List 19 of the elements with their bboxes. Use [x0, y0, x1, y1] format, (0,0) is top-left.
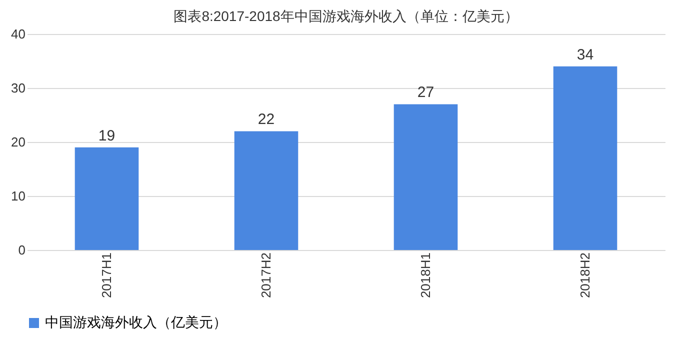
data-label: 19 [98, 127, 116, 144]
x-tick-label: 2017H1 [98, 252, 114, 298]
bar [74, 147, 139, 250]
y-tick-label: 0 [18, 242, 26, 258]
x-tick-label: 2018H1 [418, 252, 433, 298]
data-label: 22 [258, 111, 275, 128]
x-tick-label: 2018H2 [577, 252, 592, 298]
legend-label: 中国游戏海外收入（亿美元） [45, 314, 227, 330]
bar [394, 104, 458, 250]
chart-title: 图表8:2017-2018年中国游戏海外收入（单位：亿美元） [174, 8, 518, 24]
bar [553, 66, 618, 250]
y-tick-label: 40 [11, 26, 26, 42]
bar [234, 131, 298, 250]
x-tick-label: 2017H2 [258, 252, 274, 298]
data-label: 34 [576, 46, 594, 64]
y-tick-label: 30 [11, 80, 26, 96]
y-tick-label: 10 [11, 188, 26, 204]
y-tick-label: 20 [11, 134, 26, 150]
data-label: 27 [417, 84, 434, 102]
